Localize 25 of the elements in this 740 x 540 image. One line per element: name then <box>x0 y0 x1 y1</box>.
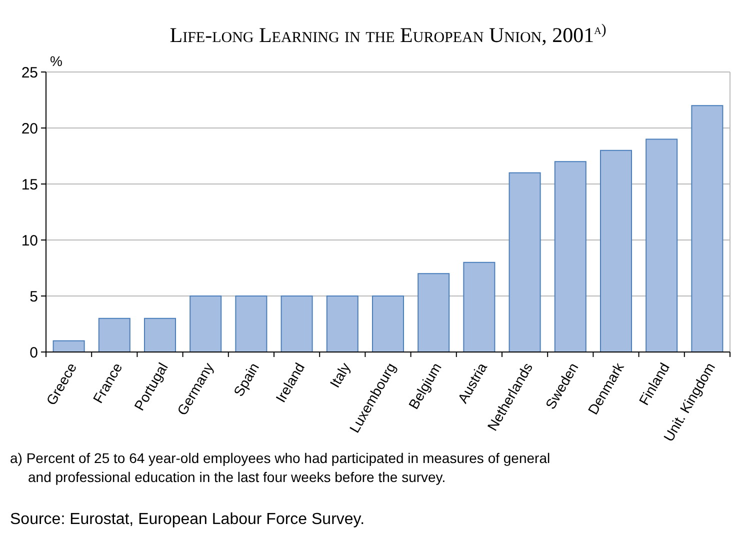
bar <box>144 318 176 352</box>
bar <box>235 296 268 352</box>
text: a) Percent of 25 to 64 year-old employees who had participated in measures of general and professional education in the last four weeks before the survey. <box>10 450 550 485</box>
y-tick-label: 0 <box>30 344 38 362</box>
bar <box>280 296 313 352</box>
bar <box>372 296 404 352</box>
y-axis-title: % <box>50 53 62 69</box>
bar <box>463 262 496 352</box>
y-tick-label: 5 <box>30 288 38 306</box>
source-note: Source: Eurostat, European Labour Force Survey. <box>10 511 365 528</box>
bar <box>600 150 632 352</box>
bar <box>418 273 450 352</box>
chart-title: Life-long Learning in the European Union, 2001$^{a)}$ <box>170 22 606 47</box>
y-tick-label: 15 <box>21 176 38 194</box>
y-tick-label: 10 <box>21 232 38 250</box>
bar <box>98 318 130 352</box>
y-tick-label: 25 <box>21 64 38 82</box>
bar <box>508 172 541 352</box>
bar <box>326 296 358 352</box>
bar <box>646 138 678 352</box>
bar <box>52 340 85 352</box>
bar <box>190 296 222 352</box>
bar <box>554 161 586 352</box>
y-tick-label: 20 <box>21 120 38 138</box>
bar <box>691 105 724 352</box>
